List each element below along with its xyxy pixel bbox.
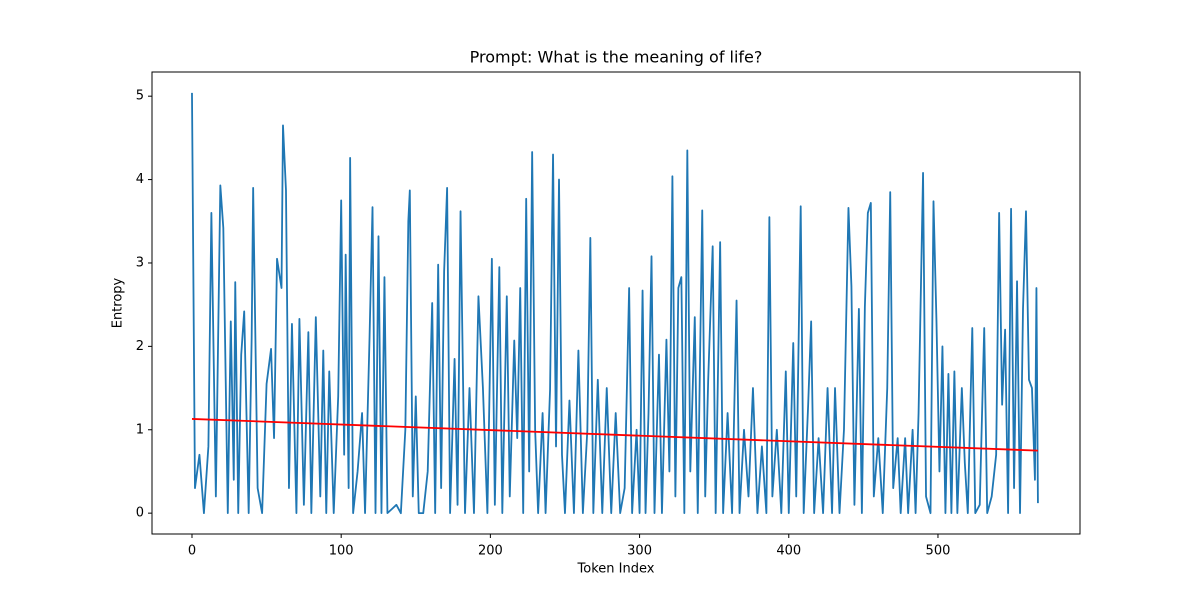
line-series	[191, 418, 1038, 452]
y-tick-label: 2	[136, 339, 144, 354]
y-tick-label: 1	[136, 422, 144, 437]
y-tick-label: 0	[136, 506, 144, 521]
y-tick-label: 3	[136, 255, 144, 270]
y-tick-label: 5	[136, 89, 144, 104]
y-axis-label: Entropy	[111, 277, 126, 328]
x-tick-label: 0	[188, 544, 196, 559]
x-tick-label: 100	[329, 544, 354, 559]
line-series	[191, 92, 1039, 515]
chart-title: Prompt: What is the meaning of life?	[470, 48, 763, 67]
x-tick-label: 300	[627, 544, 652, 559]
x-tick-label: 500	[926, 544, 951, 559]
x-tick-label: 200	[478, 544, 503, 559]
x-tick-label: 400	[776, 544, 801, 559]
plot-frame	[151, 71, 1081, 535]
y-tick-label: 4	[136, 172, 144, 187]
x-axis-label: Token Index	[577, 562, 655, 577]
